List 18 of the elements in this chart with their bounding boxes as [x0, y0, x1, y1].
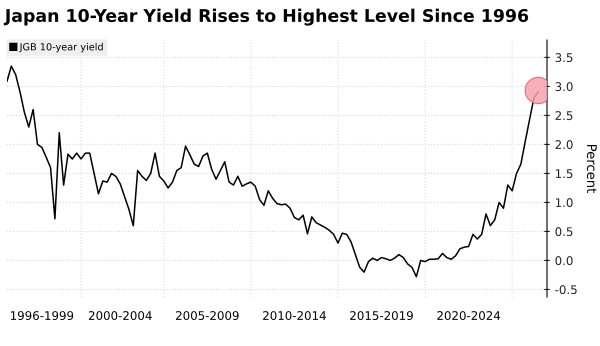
y-tick-label: 2.0: [556, 140, 573, 150]
legend-label: JGB 10-year yield: [19, 42, 103, 52]
x-tick-label: 2020-2024: [437, 311, 500, 320]
x-tick-label: 2000-2004: [88, 311, 152, 320]
chart-title: Japan 10-Year Yield Rises to Highest Level Since 1996: [4, 8, 528, 26]
y-tick-label: 1.0: [556, 198, 573, 208]
x-tick-label: 2005-2009: [176, 311, 239, 320]
y-tick-label: 1.5: [556, 169, 572, 178]
x-tick-label: 2010-2014: [263, 311, 326, 320]
y-axis-title: Percent: [586, 144, 597, 193]
x-tick-label: 1996-1999: [10, 311, 74, 320]
y-tick-label: 3.5: [556, 53, 572, 62]
y-tick-label: 2.5: [556, 111, 572, 120]
y-tick-label: -0.5: [555, 285, 577, 294]
y-tick-label: 0.5: [555, 227, 572, 236]
y-tick-label: 0.0: [555, 256, 573, 266]
y-tick-label: 3.0: [556, 82, 573, 92]
x-tick-label: 2015-2019: [350, 311, 413, 320]
